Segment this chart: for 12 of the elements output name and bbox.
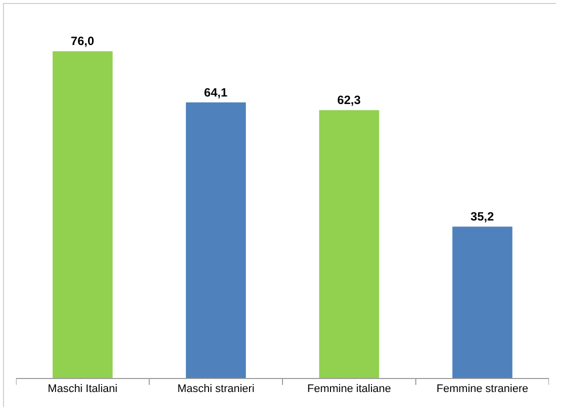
bar [52, 51, 113, 378]
x-tick-label: Maschi Italiani [48, 383, 118, 396]
data-label: 62,3 [337, 93, 361, 108]
bar [186, 102, 246, 378]
bar [319, 110, 380, 378]
bar [452, 226, 512, 378]
data-label: 35,2 [470, 210, 494, 224]
x-tick-label: Femmine straniere [436, 383, 528, 396]
data-label: 64,1 [204, 85, 228, 100]
data-label: 76,0 [70, 34, 94, 48]
x-tick-label: Maschi stranieri [177, 383, 254, 396]
x-tick-label: Femmine italiane [307, 383, 392, 396]
